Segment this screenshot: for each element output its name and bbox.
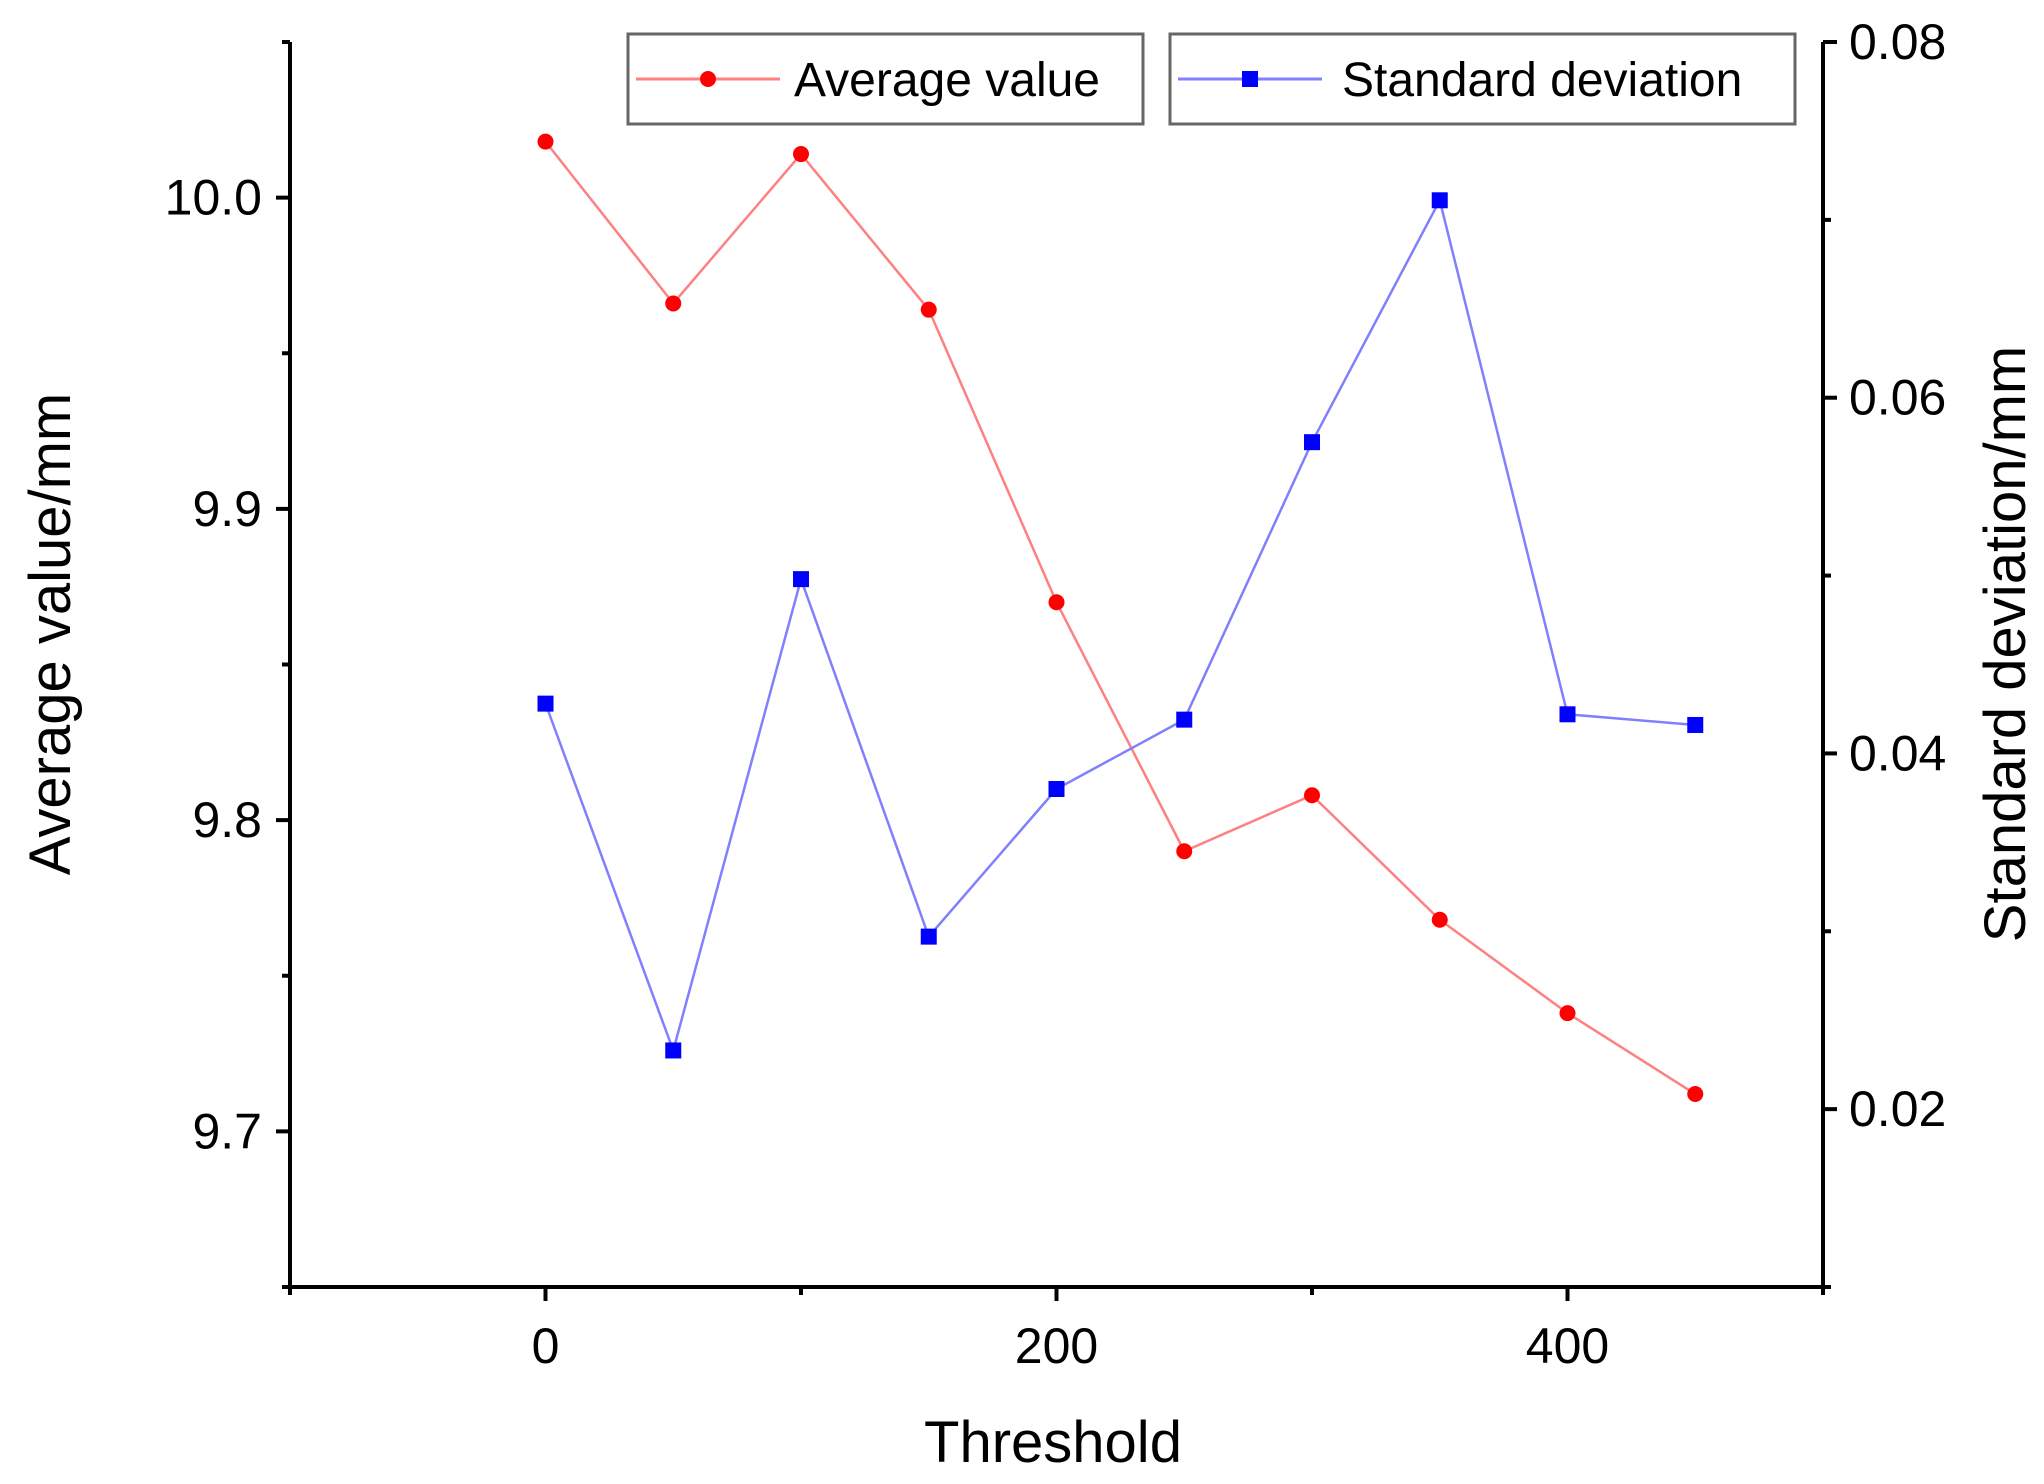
y2-tick-label: 0.08 [1849,14,1946,70]
series-layer [537,133,1704,1103]
series-line-0 [544,140,1696,1096]
data-point-std [793,571,809,588]
data-point-std [1304,434,1320,451]
data-point-std [537,695,554,712]
legend: Average value Standard deviation [626,32,1797,126]
data-point-std [1176,711,1193,728]
data-point-std [920,928,937,945]
data-point-average [1176,843,1193,860]
y-axis-title: Average value/mm [18,393,83,876]
y2-tick-label: 0.04 [1849,725,1946,781]
data-point-std [1687,716,1704,733]
x-tick-label: 0 [532,1318,560,1374]
y-tick-label: 9.8 [192,792,262,848]
data-point-average [1304,787,1320,804]
data-point-average [920,301,937,318]
x-tick-label: 200 [1015,1318,1098,1374]
data-point-std [665,1042,682,1059]
legend-label-average: Average value [794,54,1100,107]
y2-tick-label: 0.06 [1849,370,1946,426]
data-point-average [537,133,554,150]
data-point-average [1431,911,1448,928]
axes-layer: 0 200 400 9.7 9.8 9.9 10.0 0.02 0.04 0.06 0.08 [165,14,1947,1374]
x-tick-label: 400 [1526,1318,1609,1374]
y2-tick-label: 0.02 [1849,1081,1946,1137]
data-point-std [1431,192,1448,209]
legend-marker-average [700,71,716,87]
x-axis-title: Threshold [924,1410,1182,1475]
y-tick-label: 9.7 [192,1103,262,1159]
data-point-average [1687,1086,1704,1103]
y-tick-label: 9.9 [192,481,262,537]
y-tick-label: 10.0 [165,170,262,226]
data-point-average [665,295,682,312]
data-point-std [1559,706,1576,723]
data-point-std [1048,781,1065,797]
data-point-average [1048,594,1065,611]
legend-label-std: Standard deviation [1342,54,1742,107]
series-line-1 [544,196,1696,1055]
y2-axis-title: Standard deviation/mm [1973,346,2038,942]
data-point-average [793,146,809,163]
data-point-average [1559,1005,1576,1022]
legend-marker-std [1242,71,1258,87]
